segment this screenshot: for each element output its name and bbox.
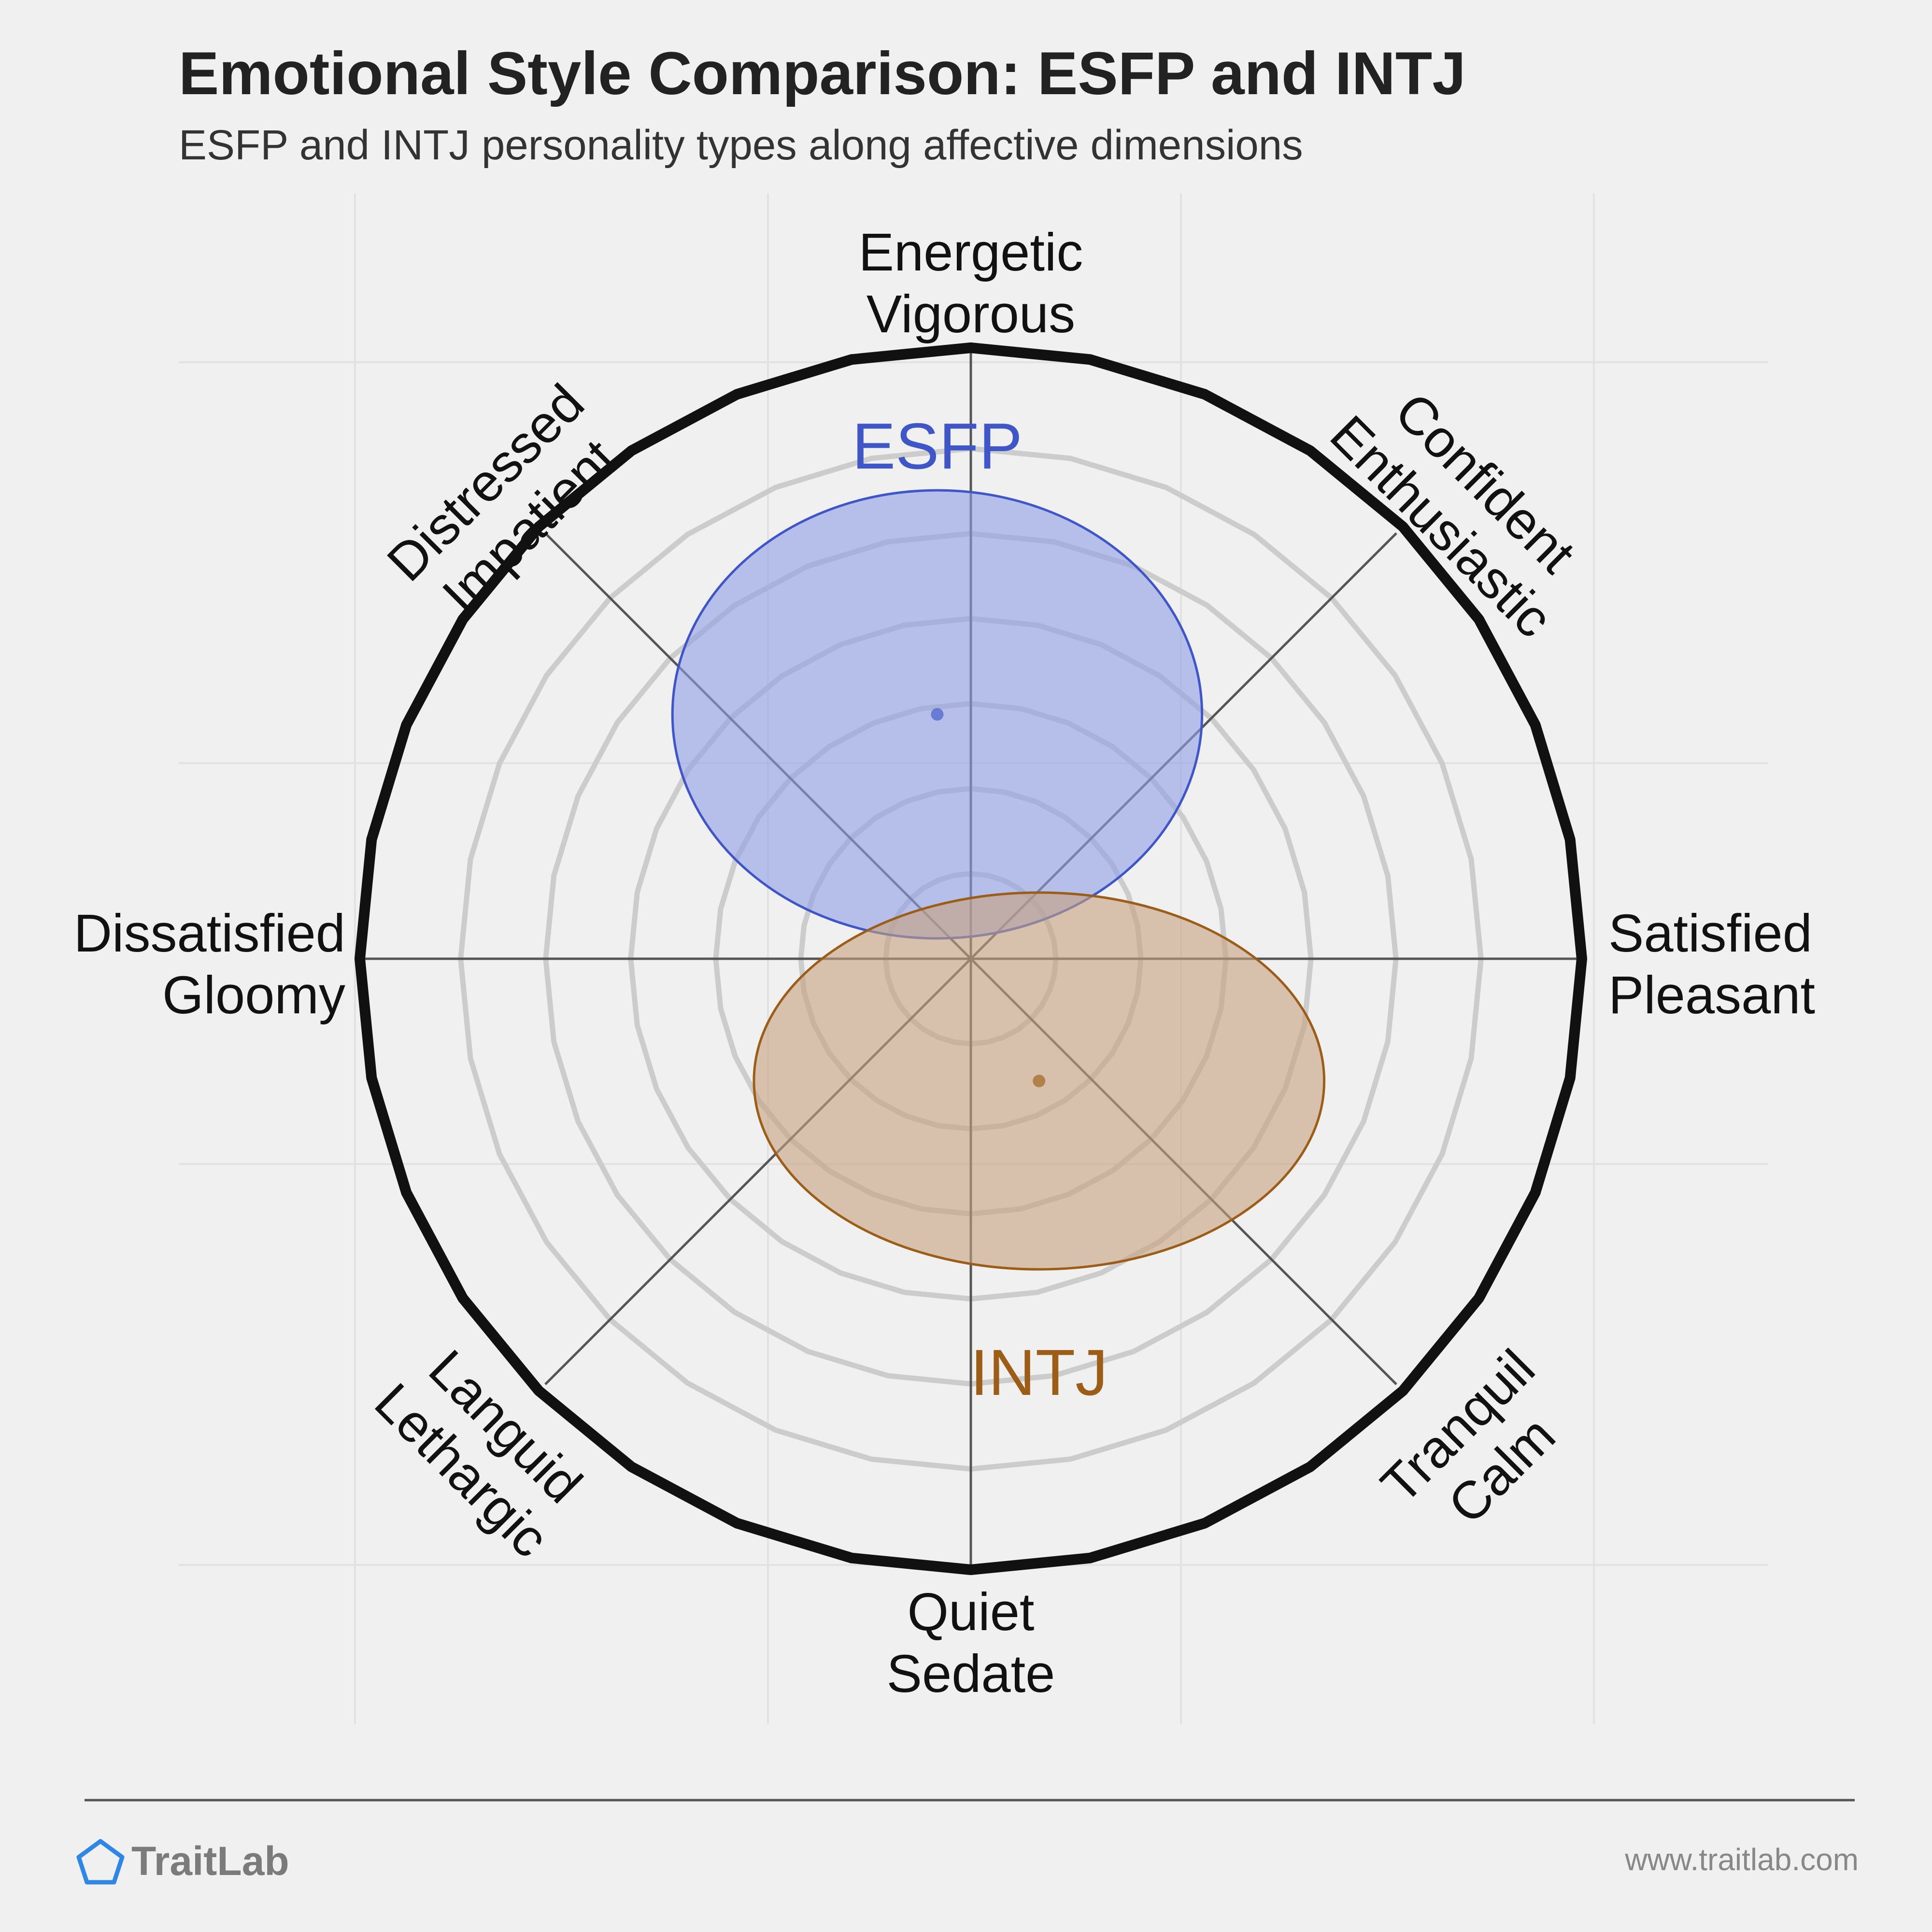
axis-label-bottom-line-2: Sedate — [887, 1644, 1055, 1704]
axis-label-top-line-1: Energetic — [859, 223, 1083, 282]
pentagon-logo-icon — [76, 1839, 125, 1885]
brand-name: TraitLab — [131, 1838, 289, 1884]
axis-label-right-line-2: Pleasant — [1608, 966, 1815, 1025]
intj-center-point — [1033, 1075, 1046, 1087]
site-url: www.traitlab.com — [1624, 1842, 1859, 1877]
axis-label-left-line-1: Dissatisfied — [74, 904, 345, 963]
intj-label: INTJ — [970, 1336, 1108, 1409]
esfp-center-point — [931, 708, 944, 721]
series-layer — [671, 489, 1326, 1271]
axis-label-right-line-1: Satisfied — [1608, 904, 1812, 963]
axis-label-bottom-line-1: Quiet — [908, 1582, 1035, 1642]
series-labels: ESFP INTJ — [852, 410, 1108, 1409]
chart-title: Emotional Style Comparison: ESFP and INT… — [179, 40, 1466, 107]
axis-label-left-line-2: Gloomy — [162, 966, 345, 1025]
axis-label-top-line-2: Vigorous — [867, 284, 1075, 344]
outer-ring — [355, 342, 1587, 1575]
chart-subtitle: ESFP and INTJ personality types along af… — [179, 122, 1303, 169]
esfp-label: ESFP — [852, 410, 1023, 483]
outer-boundary — [355, 342, 1587, 1575]
